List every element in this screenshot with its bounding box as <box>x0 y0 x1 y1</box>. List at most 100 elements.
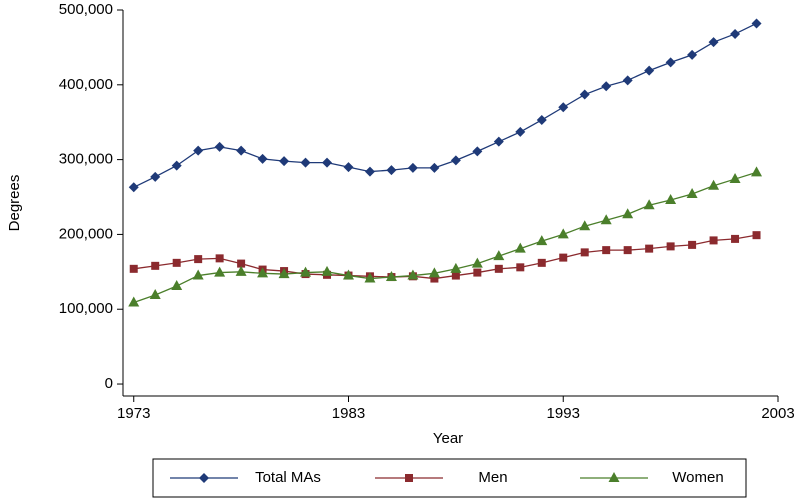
marker <box>622 75 633 86</box>
marker <box>450 155 461 166</box>
marker <box>665 57 676 68</box>
marker <box>257 267 269 278</box>
marker <box>128 296 140 307</box>
marker <box>471 257 483 268</box>
y-tick-label: 100,000 <box>59 300 113 317</box>
marker <box>300 266 312 277</box>
legend-marker <box>199 473 209 483</box>
marker <box>407 162 418 173</box>
marker <box>730 28 741 39</box>
marker <box>430 274 439 283</box>
legend-marker <box>608 472 620 482</box>
marker <box>236 145 247 156</box>
marker <box>666 242 675 251</box>
marker <box>493 136 504 147</box>
legend-marker <box>405 474 413 482</box>
marker <box>321 265 333 276</box>
marker <box>601 81 612 92</box>
marker <box>536 235 548 246</box>
marker <box>558 102 569 113</box>
marker <box>708 179 720 190</box>
y-tick-label: 500,000 <box>59 1 113 18</box>
legend <box>152 458 747 498</box>
marker <box>472 146 483 157</box>
marker <box>342 269 354 280</box>
marker <box>493 250 505 261</box>
marker <box>688 240 697 249</box>
marker <box>752 231 761 240</box>
marker <box>364 166 375 177</box>
marker <box>708 37 719 48</box>
marker <box>194 255 203 264</box>
marker <box>644 65 655 76</box>
marker <box>579 89 590 100</box>
marker <box>600 214 612 225</box>
marker <box>751 166 763 177</box>
legend-label: Women <box>672 469 723 486</box>
series-line <box>133 22 757 188</box>
marker <box>407 269 419 280</box>
x-axis-label: Year <box>433 430 463 447</box>
marker <box>665 194 677 205</box>
y-tick-label: 300,000 <box>59 151 113 168</box>
marker <box>729 173 741 184</box>
marker <box>214 266 226 277</box>
marker <box>622 208 634 219</box>
marker <box>709 236 718 245</box>
x-tick-label: 1973 <box>117 405 150 422</box>
marker <box>193 145 204 156</box>
marker <box>751 18 762 29</box>
marker <box>580 248 589 257</box>
marker <box>192 269 204 280</box>
marker <box>278 268 290 279</box>
marker <box>364 272 376 283</box>
legend-label: Total MAs <box>255 469 321 486</box>
marker <box>214 141 225 152</box>
marker <box>171 280 183 291</box>
marker <box>686 188 698 199</box>
marker <box>557 228 569 239</box>
marker <box>300 157 311 168</box>
marker <box>215 254 224 263</box>
x-tick-label: 2003 <box>761 405 794 422</box>
marker <box>643 199 655 210</box>
marker <box>645 244 654 253</box>
marker <box>579 220 591 231</box>
marker <box>515 126 526 137</box>
marker <box>428 267 440 278</box>
y-tick-label: 200,000 <box>59 225 113 242</box>
marker <box>129 264 138 273</box>
marker <box>151 261 160 270</box>
marker <box>235 265 247 276</box>
marker <box>473 268 482 277</box>
marker <box>128 182 139 193</box>
marker <box>343 162 354 173</box>
marker <box>172 258 181 267</box>
x-tick-label: 1993 <box>547 405 580 422</box>
y-tick-label: 0 <box>105 375 113 392</box>
marker <box>237 259 246 268</box>
marker <box>536 114 547 125</box>
x-tick-label: 1983 <box>332 405 365 422</box>
marker <box>171 160 182 171</box>
marker <box>559 253 568 262</box>
marker <box>279 156 290 167</box>
marker <box>150 171 161 182</box>
series-line <box>133 171 757 304</box>
y-axis-label: Degrees <box>6 175 23 232</box>
marker <box>386 165 397 176</box>
marker <box>149 289 161 300</box>
legend-label: Men <box>478 469 507 486</box>
y-tick-label: 400,000 <box>59 76 113 93</box>
marker <box>516 263 525 272</box>
marker <box>450 262 462 273</box>
marker <box>514 242 526 253</box>
marker <box>623 246 632 255</box>
marker <box>385 271 397 282</box>
marker <box>731 234 740 243</box>
marker <box>451 271 460 280</box>
marker <box>322 157 333 168</box>
marker <box>494 264 503 273</box>
marker <box>537 258 546 267</box>
